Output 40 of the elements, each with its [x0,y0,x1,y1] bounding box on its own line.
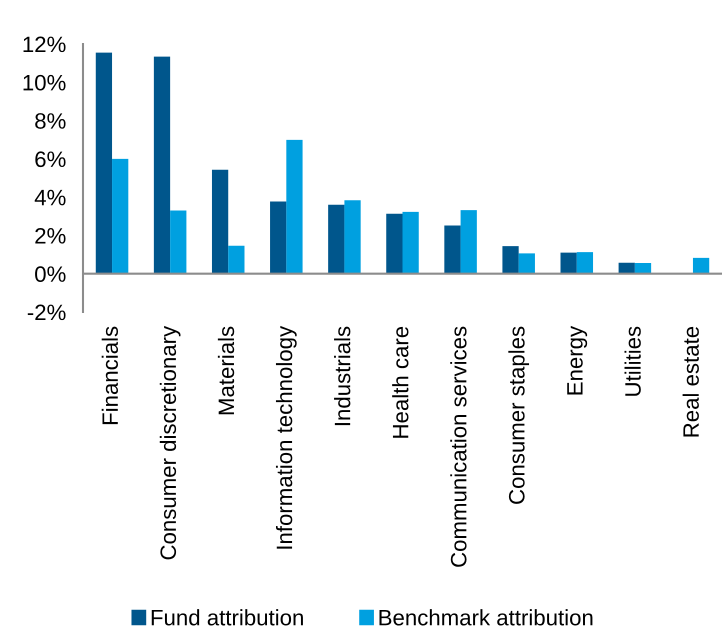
x-tick-label: Industrials [334,326,350,426]
bar [386,214,402,274]
y-tick-label: 8% [35,113,66,129]
y-tick-label: 2% [35,228,66,244]
bar [96,52,112,274]
y-tick-label: 6% [35,151,66,168]
x-tick-label: Health care [392,326,408,438]
x-tick-label: Financials [102,326,118,424]
legend-label: Benchmark attribution [380,609,592,626]
x-tick-label: Real estate [682,326,699,436]
bar [576,252,594,274]
bar [344,200,361,274]
y-tick-label: 12% [24,36,66,52]
bar [402,212,419,274]
y-tick-label: 10% [24,74,66,91]
bar [170,210,186,274]
bar [460,210,477,274]
bar [502,246,519,274]
x-tick-label: Information technology [276,326,297,549]
bar [286,140,303,274]
y-tick-label: 4% [34,190,66,206]
bar [228,246,244,274]
bar [112,158,128,274]
y-tick-label: 0% [35,266,66,282]
bar [212,170,228,274]
x-tick-label: Utilities [624,326,641,396]
y-tick-label: -2% [28,304,66,320]
x-tick-label: Consumer staples [508,326,530,504]
legend-label: Fund attribution [152,609,303,626]
bar [270,202,286,274]
bar [328,204,344,274]
bar [154,56,170,274]
x-tick-label: Materials [218,326,234,414]
x-tick-label: Communication services [450,326,467,567]
bar [692,258,710,274]
bar [560,252,577,274]
bar [518,253,535,274]
x-tick-label: Energy [567,326,588,394]
bar [444,225,461,274]
x-tick-label: Consumer discretionary [160,326,180,560]
